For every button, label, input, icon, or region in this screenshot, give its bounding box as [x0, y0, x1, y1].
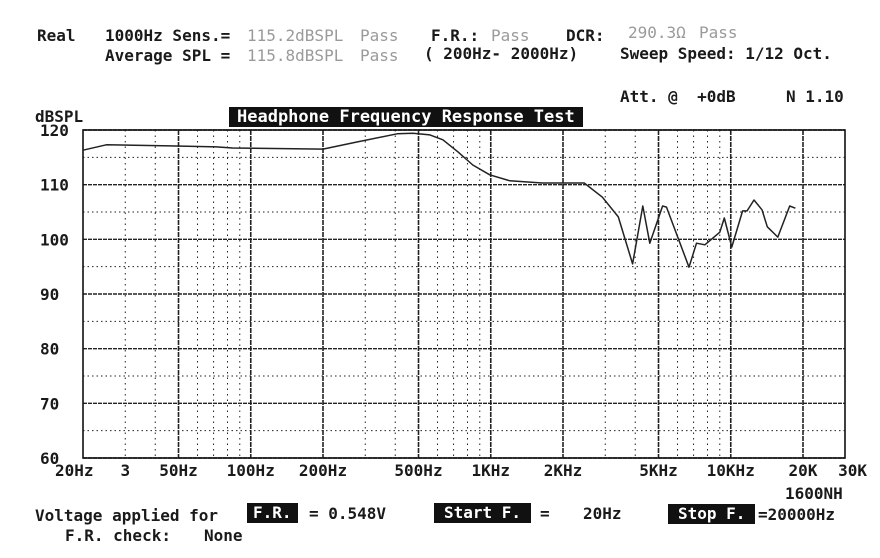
attenuation: Att. @ +0dB	[620, 87, 736, 106]
y-axis-label: dBSPL	[35, 107, 84, 126]
y-tick-label: 80	[40, 340, 59, 359]
x-tick-label: 1KHz	[471, 461, 510, 480]
avg-value: 115.8dBSPL	[247, 46, 344, 65]
x-tick-label: 20K	[789, 461, 818, 480]
sens-label: 1000Hz Sens.=	[105, 26, 231, 45]
start-freq-value: 20Hz	[583, 504, 622, 523]
sens-value: 115.2dBSPL	[247, 26, 344, 45]
y-tick-label: 120	[40, 121, 69, 140]
x-tick-label: 200Hz	[299, 461, 347, 480]
dcr-label: DCR:	[566, 26, 605, 45]
y-tick-label: 110	[40, 176, 69, 195]
sweep-speed: Sweep Speed: 1/12 Oct.	[620, 44, 832, 63]
version: N 1.10	[786, 87, 844, 106]
voltage-label: Voltage applied for	[35, 506, 219, 525]
x-tick-label: 500Hz	[394, 461, 442, 480]
start-freq-box: Start F.	[434, 503, 532, 523]
stop-freq-box: Stop F.	[668, 504, 756, 524]
y-tick-label: 90	[40, 285, 59, 304]
fr-check-label: F.R. check:	[65, 526, 171, 545]
fr-box: F.R.	[247, 503, 298, 523]
plot-frame	[82, 129, 846, 459]
avg-status: Pass	[360, 46, 399, 65]
chart-title: Headphone Frequency Response Test	[229, 107, 583, 127]
x-tick-label: 3	[120, 461, 130, 480]
y-tick-label: 60	[40, 449, 59, 468]
dcr-status: Pass	[699, 23, 738, 42]
y-tick-label: 70	[40, 394, 59, 413]
x-tick-label: 5KHz	[639, 461, 678, 480]
fr-check-value: None	[204, 526, 243, 545]
fr-status: Pass	[491, 26, 530, 45]
x-tick-label: 10KHz	[707, 461, 755, 480]
model-label: 1600NH	[785, 484, 843, 503]
stop-freq-value: =20000Hz	[758, 505, 836, 524]
x-tick-label: 100Hz	[227, 461, 275, 480]
y-tick-label: 100	[40, 230, 69, 249]
x-tick-label: 20Hz	[55, 461, 94, 480]
avg-label: Average SPL =	[105, 46, 231, 65]
mode-label: Real	[37, 26, 76, 45]
sens-status: Pass	[360, 26, 399, 45]
x-tick-label: 30K	[838, 461, 867, 480]
frequency-response-curve	[82, 132, 796, 268]
dcr-value: 290.3Ω	[628, 23, 686, 42]
x-tick-label: 50Hz	[159, 461, 198, 480]
start-freq-eq: =	[540, 504, 550, 523]
avg-range: ( 200Hz- 2000Hz)	[424, 44, 579, 63]
fr-label: F.R.:	[431, 26, 480, 45]
x-tick-label: 2KHz	[544, 461, 583, 480]
voltage-value: = 0.548V	[309, 504, 387, 523]
